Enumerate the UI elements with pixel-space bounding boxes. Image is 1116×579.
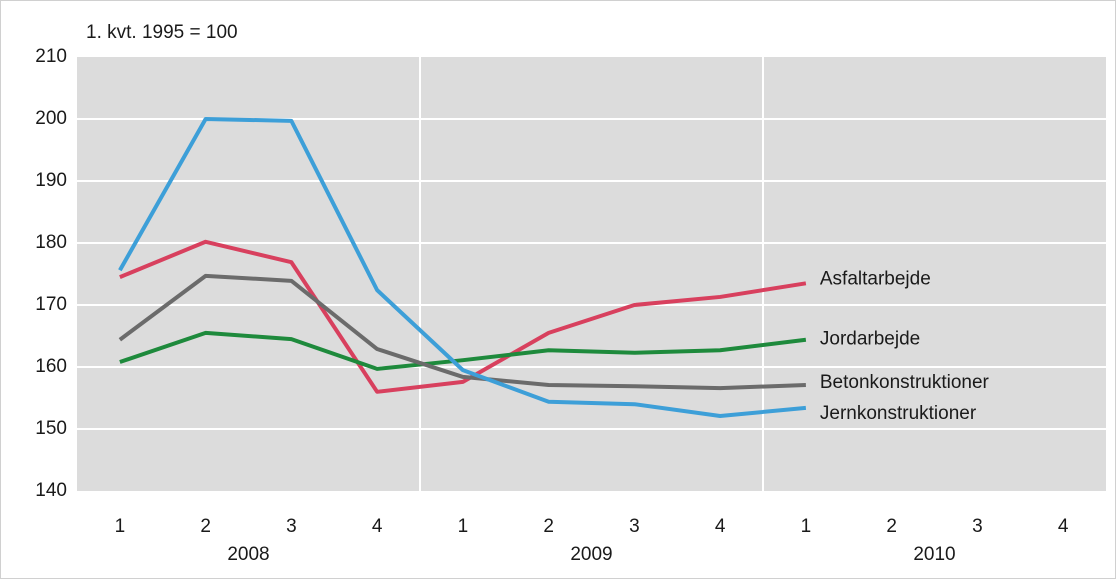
x-tick-label: 2 bbox=[886, 516, 897, 537]
y-tick-label: 160 bbox=[35, 356, 67, 377]
x-tick-label: 2 bbox=[543, 516, 554, 537]
y-tick-label: 180 bbox=[35, 232, 67, 253]
x-group-label: 2008 bbox=[227, 544, 269, 565]
series-line bbox=[118, 273, 806, 391]
y-tick-label: 200 bbox=[35, 108, 67, 129]
x-tick-label: 3 bbox=[286, 516, 297, 537]
x-tick-label: 1 bbox=[801, 516, 812, 537]
series-line bbox=[119, 239, 807, 394]
chart-subtitle: 1. kvt. 1995 = 100 bbox=[86, 22, 238, 43]
plot-area bbox=[77, 57, 1106, 491]
x-tick-label: 4 bbox=[1058, 516, 1069, 537]
y-tick-label: 140 bbox=[35, 480, 67, 501]
y-tick-label: 210 bbox=[35, 46, 67, 67]
x-group-label: 2010 bbox=[913, 544, 955, 565]
x-tick-label: 4 bbox=[372, 516, 383, 537]
series-label: Jordarbejde bbox=[820, 329, 920, 350]
y-tick-label: 150 bbox=[35, 418, 67, 439]
x-group-label: 2009 bbox=[570, 544, 612, 565]
y-tick-label: 170 bbox=[35, 294, 67, 315]
x-tick-label: 2 bbox=[200, 516, 211, 537]
x-tick-label: 3 bbox=[629, 516, 640, 537]
x-tick-label: 4 bbox=[715, 516, 726, 537]
x-tick-label: 1 bbox=[115, 516, 126, 537]
series-label: Betonkonstruktioner bbox=[820, 372, 990, 393]
x-tick-label: 1 bbox=[458, 516, 469, 537]
series-label: Asfaltarbejde bbox=[820, 268, 931, 289]
series-line bbox=[119, 330, 807, 371]
x-tick-label: 3 bbox=[972, 516, 983, 537]
y-tick-label: 190 bbox=[35, 170, 67, 191]
series-label: Jernkonstruktioner bbox=[820, 403, 977, 424]
series-line bbox=[118, 117, 807, 418]
